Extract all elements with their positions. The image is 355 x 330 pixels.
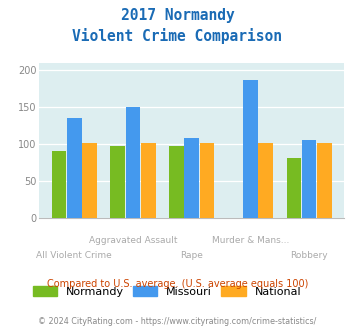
Bar: [110, 146, 125, 218]
Text: All Violent Crime: All Violent Crime: [37, 251, 112, 260]
Bar: [200, 143, 214, 218]
Text: Compared to U.S. average. (U.S. average equals 100): Compared to U.S. average. (U.S. average …: [47, 279, 308, 289]
Text: Murder & Mans...: Murder & Mans...: [212, 236, 289, 245]
Bar: [141, 143, 155, 218]
Bar: [82, 143, 97, 218]
Text: Violent Crime Comparison: Violent Crime Comparison: [72, 28, 283, 44]
Bar: [52, 151, 66, 218]
Bar: [317, 143, 332, 218]
Bar: [286, 158, 301, 218]
Text: Rape: Rape: [180, 251, 203, 260]
Bar: [258, 143, 273, 218]
Bar: [243, 81, 258, 218]
Legend: Normandy, Missouri, National: Normandy, Missouri, National: [29, 282, 304, 300]
Text: Robbery: Robbery: [290, 251, 328, 260]
Bar: [184, 138, 199, 218]
Bar: [126, 107, 140, 218]
Text: Aggravated Assault: Aggravated Assault: [89, 236, 177, 245]
Bar: [302, 140, 316, 218]
Text: 2017 Normandy: 2017 Normandy: [121, 8, 234, 23]
Bar: [169, 146, 184, 218]
Text: © 2024 CityRating.com - https://www.cityrating.com/crime-statistics/: © 2024 CityRating.com - https://www.city…: [38, 317, 317, 326]
Bar: [67, 118, 82, 218]
